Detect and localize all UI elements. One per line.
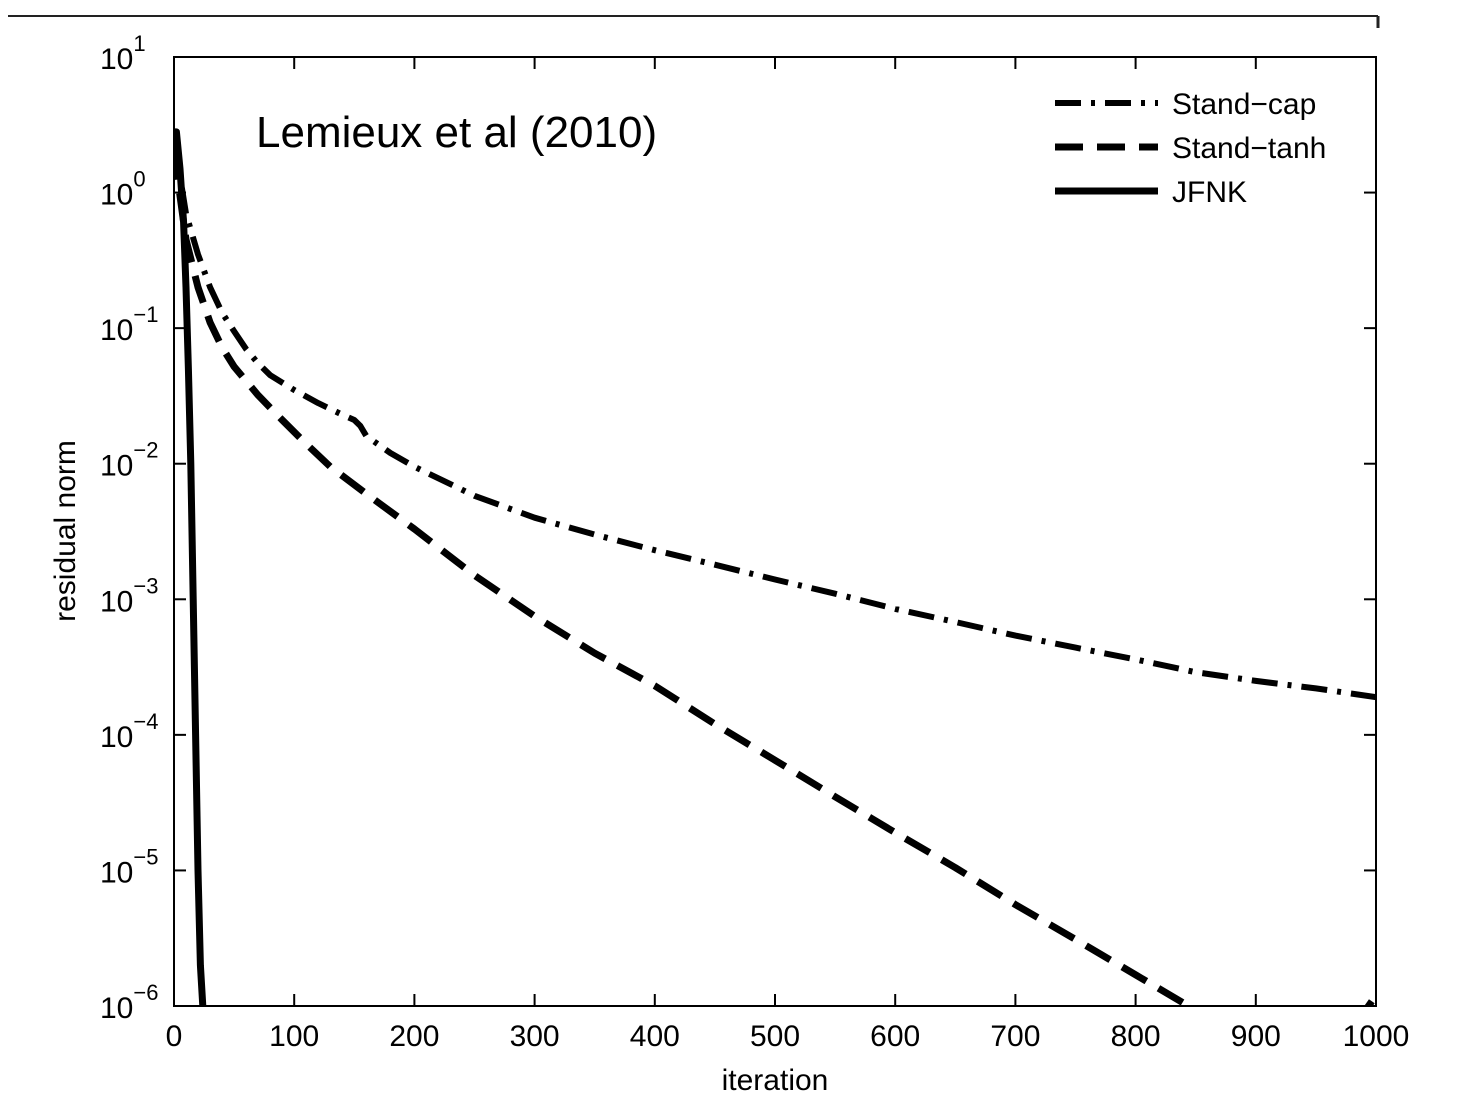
legend: Stand−cap Stand−tanh JFNK	[1055, 88, 1326, 209]
x-tick-label: 600	[870, 1020, 920, 1053]
x-tick-label: 500	[750, 1020, 800, 1053]
x-tick-label: 1000	[1343, 1020, 1410, 1053]
x-tick-label: 700	[990, 1020, 1040, 1053]
x-tick-label: 200	[389, 1020, 439, 1053]
x-tick-label: 800	[1111, 1020, 1161, 1053]
x-tick-label: 0	[166, 1020, 183, 1053]
y-axis-label: residual norm	[49, 440, 82, 622]
y-tick-label: 10−3	[100, 573, 158, 618]
x-axis-label: iteration	[722, 1064, 829, 1097]
y-tick-label: 10−1	[100, 302, 158, 347]
axis-ticks	[173, 56, 1377, 1007]
y-tick-labels: 101 100 10−1 10−2 10−3 10−4 10−5 10−6	[100, 31, 158, 1025]
legend-label: Stand−cap	[1172, 88, 1316, 121]
series-line-jfnk	[174, 128, 207, 1006]
legend-label: Stand−tanh	[1172, 132, 1326, 165]
plot-area	[173, 56, 1377, 1007]
chart-annotation: Lemieux et al (2010)	[256, 108, 657, 157]
series-line-stand-cap	[174, 138, 1376, 701]
x-tick-label: 400	[630, 1020, 680, 1053]
y-tick-label: 10−6	[100, 980, 158, 1025]
series-layer	[174, 128, 1376, 1006]
y-tick-label: 100	[100, 167, 146, 212]
x-tick-label: 100	[269, 1020, 319, 1053]
y-tick-label: 10−5	[100, 844, 158, 889]
x-tick-label: 900	[1231, 1020, 1281, 1053]
x-tick-label: 300	[510, 1020, 560, 1053]
series-line-stand-tanh	[174, 151, 1376, 1006]
legend-label: JFNK	[1172, 176, 1247, 209]
y-tick-label: 10−2	[100, 438, 158, 483]
y-tick-label: 101	[100, 31, 146, 76]
y-tick-label: 10−4	[100, 709, 158, 754]
x-tick-labels: 0 100 200 300 400 500 600 700 800 900 1000	[166, 1020, 1410, 1053]
